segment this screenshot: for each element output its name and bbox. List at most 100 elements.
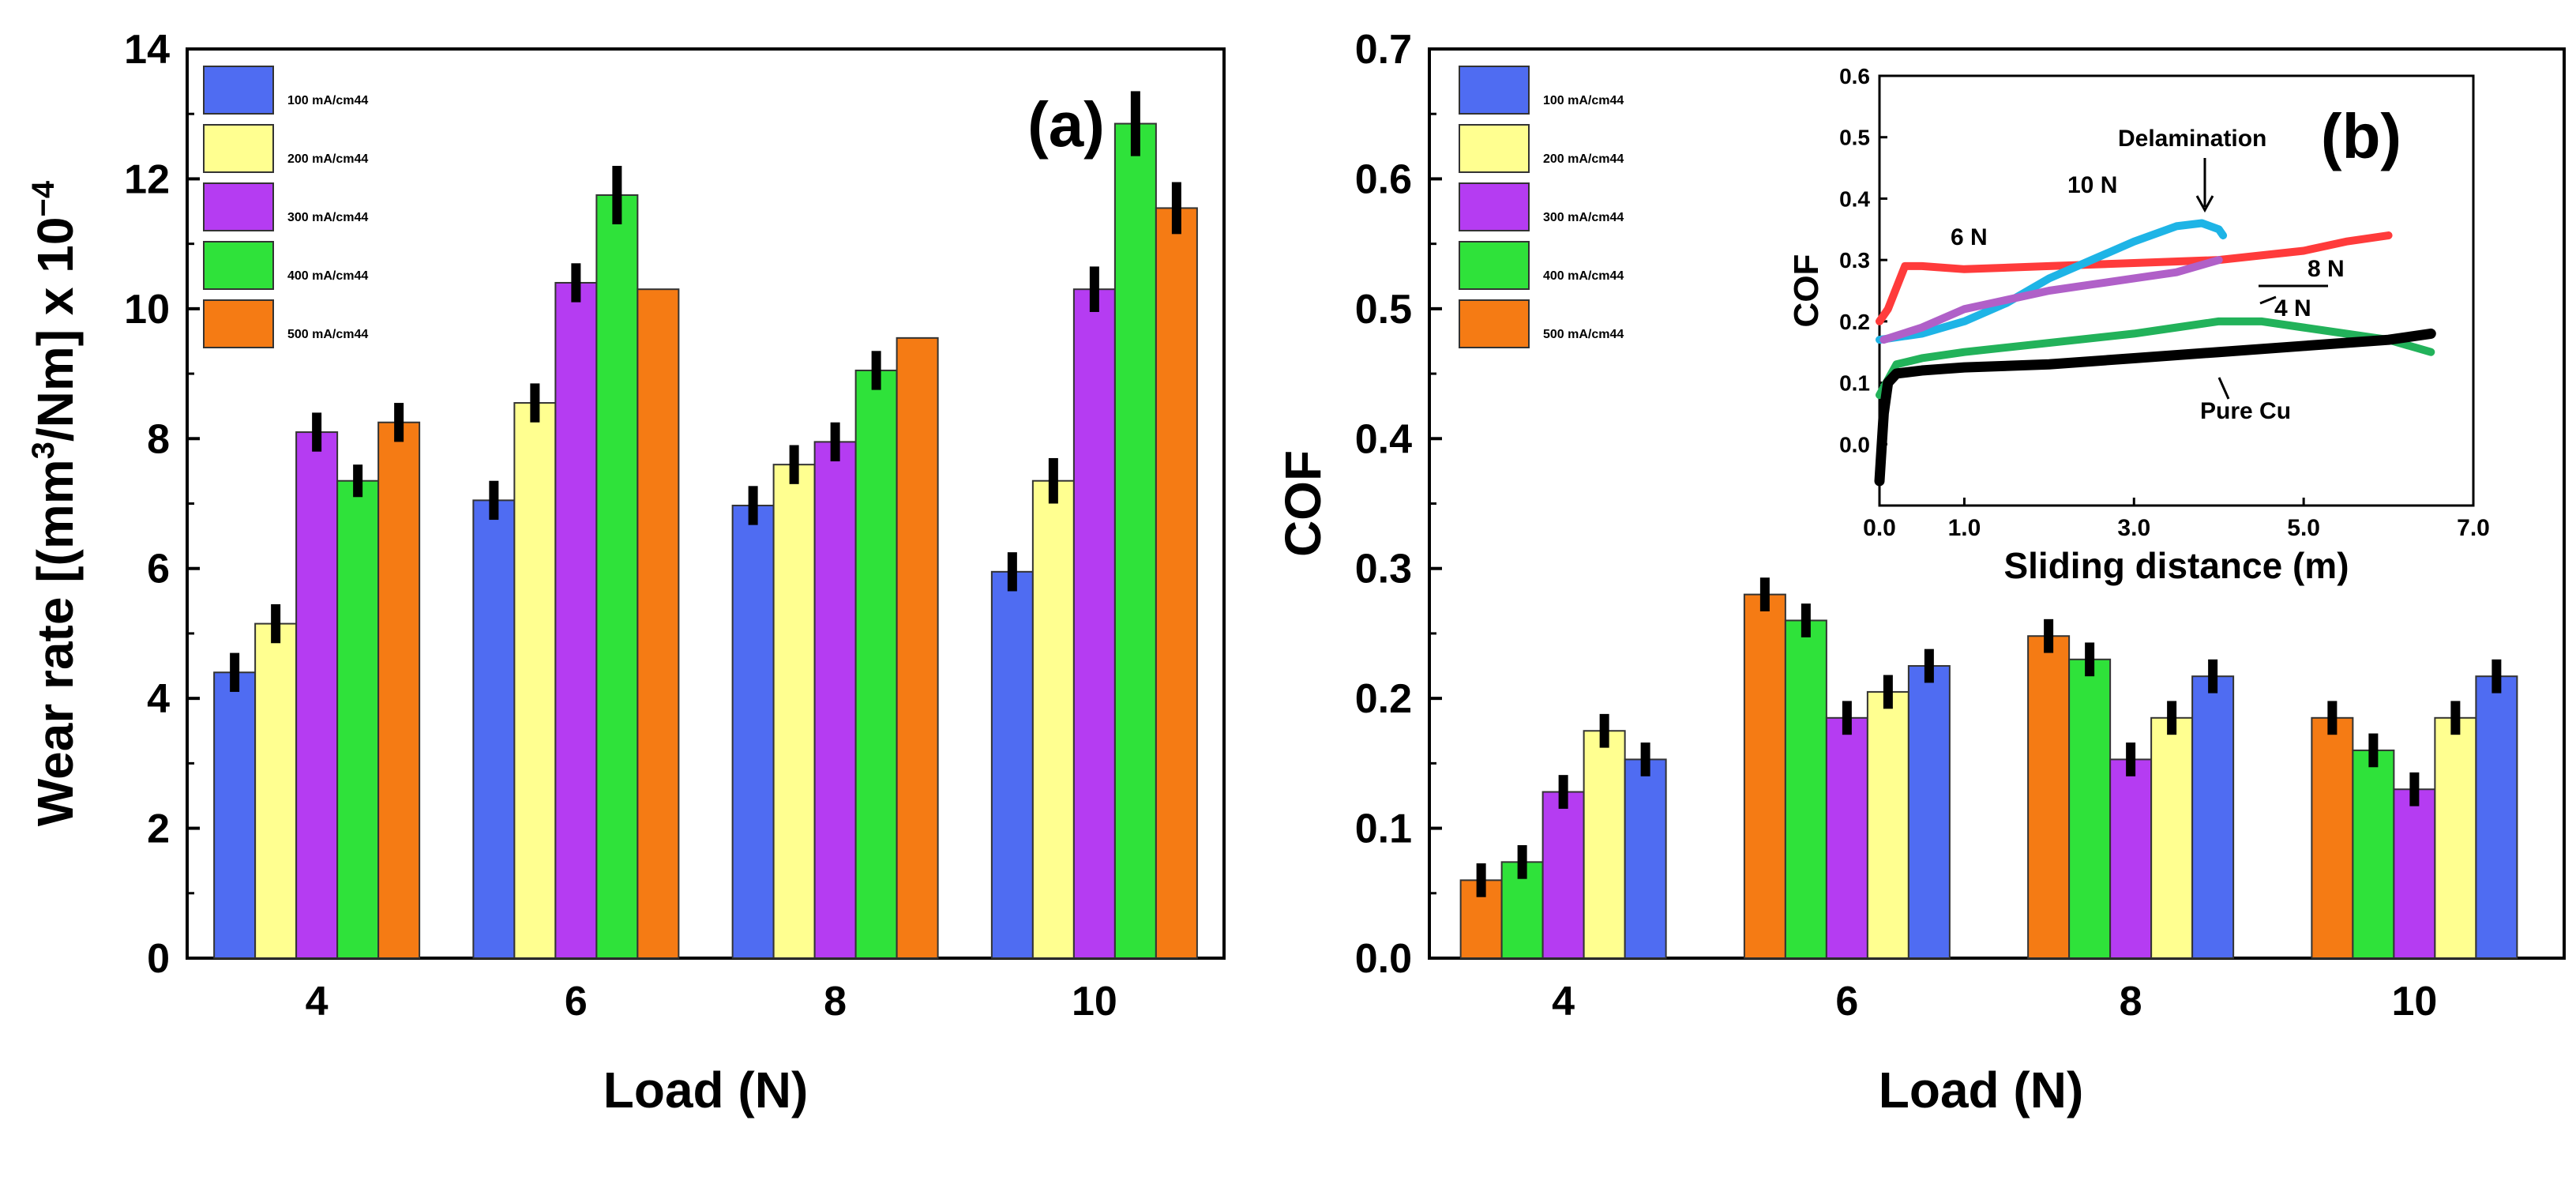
legend-swatch [1459, 299, 1530, 348]
error-bar [612, 165, 622, 224]
error-bar [394, 403, 404, 442]
annotation-pure-cu: Pure Cu [2200, 398, 2291, 424]
error-bar [748, 486, 758, 525]
bar [1072, 288, 1116, 959]
error-bar [1089, 266, 1099, 312]
inset-x-tick-label: 5.0 [2287, 515, 2320, 541]
bar [1743, 593, 1786, 959]
x-axis-title: Load (N) [1879, 1062, 2084, 1118]
error-bar [1171, 182, 1181, 235]
error-bar [2167, 701, 2177, 735]
inset-y-tick-label: 0.4 [1839, 186, 1870, 211]
annotation-8N: 8 N [2308, 256, 2345, 282]
error-bar [2492, 659, 2502, 694]
error-bar [789, 445, 799, 484]
error-bar [1558, 775, 1568, 809]
bar [990, 570, 1034, 959]
annotation-leader-pure-cu [2217, 377, 2230, 400]
error-bar [1517, 844, 1527, 879]
bar [2150, 716, 2194, 959]
inset-y-tick-label: 0.5 [1839, 126, 1870, 150]
undefined: 500 mA/cm44 [287, 328, 368, 341]
bar [377, 421, 421, 959]
bar [854, 369, 898, 960]
bar [1155, 207, 1198, 959]
annotation-6N: 6 N [1951, 224, 1988, 250]
legend-swatch [203, 182, 274, 231]
error-bar [230, 652, 240, 692]
inset-y-tick-label: 0.1 [1839, 371, 1870, 396]
legend-swatch [1459, 66, 1530, 115]
bar [254, 622, 298, 959]
y-tick-label: 6 [147, 547, 170, 592]
x-tick-label: 4 [1552, 979, 1575, 1024]
error-bar [1476, 863, 1486, 897]
y-axis-title: Wear rate [(mm3/Nm] x 10−4 [26, 180, 84, 826]
x-tick-label: 6 [1835, 979, 1858, 1024]
bar [1825, 716, 1868, 959]
bar [2191, 675, 2235, 959]
y-tick-label: 0.6 [1355, 156, 1412, 202]
error-bar [2409, 772, 2420, 806]
annotation-leader-4N [2259, 295, 2277, 305]
inset-y-tick-label: 0.6 [1839, 64, 1870, 88]
legend-swatch [1459, 124, 1530, 173]
y-tick-label: 10 [124, 287, 170, 333]
inset-x-tick-label: 3.0 [2117, 515, 2150, 541]
undefined: 300 mA/cm44 [287, 211, 368, 224]
x-tick-label: 8 [824, 979, 847, 1024]
panel-b-inset-cof-vs-distance: 0.0 1.0 3.0 5.0 7.0 0.0 0.1 0.2 0.3 0.4 0.5 0.6 Slid… [1787, 64, 2490, 586]
bar [2311, 716, 2354, 959]
bar [2068, 658, 2112, 959]
error-bar [312, 412, 322, 452]
inset-y-tick-label: 0.0 [1839, 432, 1870, 457]
y-tick-label: 4 [147, 676, 170, 722]
undefined: 300 mA/cm44 [1543, 211, 1624, 224]
undefined: 400 mA/cm44 [287, 269, 368, 283]
annotation-delamination: Delamination [2118, 126, 2266, 152]
undefined: 200 mA/cm44 [287, 152, 368, 166]
bar [1541, 791, 1585, 959]
bar [213, 671, 257, 959]
inset-y-axis-title: COF [1787, 254, 1826, 328]
undefined: 200 mA/cm44 [1543, 152, 1624, 166]
bar [554, 281, 598, 959]
error-bar [1759, 577, 1770, 611]
error-bar [1007, 552, 1017, 592]
error-bar [489, 480, 499, 521]
y-tick-label: 0.2 [1355, 676, 1412, 722]
y-tick-label: 14 [124, 27, 170, 73]
panel-a-wear-rate-chart: 0 2 4 6 8 10 12 14 4 6 8 10 Load (N) Wear rate [(mm3/… [26, 27, 1226, 1118]
error-bar [2044, 618, 2054, 653]
inset-y-tick-label: 0.2 [1839, 310, 1870, 334]
x-tick-label: 6 [565, 979, 588, 1024]
error-bar [830, 422, 840, 462]
inset-x-axis-title: Sliding distance (m) [2003, 545, 2349, 586]
y-tick-label: 0.1 [1355, 806, 1412, 852]
legend-swatch [203, 124, 274, 173]
annotation-4N: 4 N [2274, 295, 2311, 321]
bar [595, 194, 639, 960]
panel-label: (b) [2321, 101, 2401, 171]
error-bar [2126, 742, 2136, 776]
bar [2352, 749, 2395, 960]
inset-series-line [1879, 256, 2223, 344]
error-bar [1130, 91, 1140, 156]
y-tick-label: 0.5 [1355, 287, 1412, 333]
inset-series-line [1876, 219, 2228, 344]
bar [336, 479, 380, 959]
bar [636, 288, 680, 959]
error-bar [1883, 675, 1893, 709]
panel-label: (a) [1027, 89, 1105, 160]
error-bar [2327, 701, 2338, 735]
bar [813, 441, 857, 959]
inset-series-line [1876, 231, 2393, 325]
bar [1624, 758, 1667, 959]
error-bar [1924, 649, 1934, 683]
x-axis-title: Load (N) [603, 1062, 809, 1118]
annotation-10N: 10 N [2067, 172, 2117, 198]
undefined: 100 mA/cm44 [287, 94, 368, 107]
bar [1583, 730, 1626, 959]
undefined: 400 mA/cm44 [1543, 269, 1624, 283]
bar [1113, 122, 1157, 960]
